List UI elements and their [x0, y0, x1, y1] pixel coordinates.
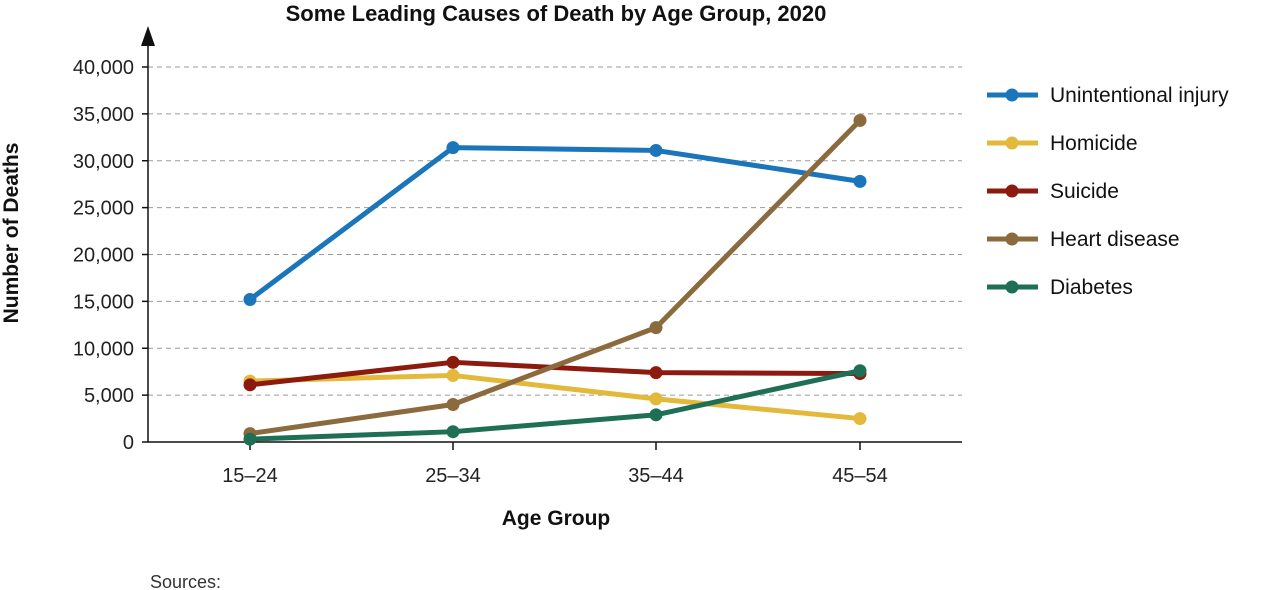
y-tick-label: 35,000	[73, 104, 134, 126]
legend-swatch-marker	[1005, 88, 1019, 102]
legend: Unintentional injury Homicide Suicide Heart…	[987, 84, 1229, 299]
y-tick-label: 25,000	[73, 198, 134, 220]
legend-label: Suicide	[1050, 180, 1119, 203]
y-tick-label: 40,000	[73, 57, 134, 79]
x-tick-label: 25–34	[425, 465, 481, 487]
sources-label: Sources:	[150, 572, 221, 590]
legend-label: Unintentional injury	[1050, 84, 1229, 107]
x-tick-label: 35–44	[628, 465, 684, 487]
y-axis-title: Number of Deaths	[0, 143, 23, 324]
data-point-diabetes	[649, 408, 663, 422]
series-line-homicide	[247, 372, 863, 422]
data-point-heart-disease	[649, 321, 663, 335]
x-axis-ticks: 15–24 25–34 35–44 45–54	[222, 442, 888, 487]
legend-label: Homicide	[1050, 132, 1138, 155]
chart-title: Some Leading Causes of Death by Age Grou…	[286, 1, 827, 26]
y-tick-label: 5,000	[84, 385, 134, 407]
data-point-suicide	[649, 366, 663, 380]
data-point-homicide	[446, 368, 460, 382]
series-unintentional-injury	[243, 141, 867, 306]
data-point-unintentional-injury	[649, 143, 663, 157]
series-line-heart-disease	[247, 117, 863, 437]
legend-item-homicide: Homicide	[987, 132, 1138, 155]
x-tick-label: 45–54	[832, 465, 888, 487]
y-tick-label: 10,000	[73, 338, 134, 360]
series-homicide	[243, 368, 867, 426]
y-tick-label: 20,000	[73, 245, 134, 267]
data-point-diabetes	[446, 425, 460, 439]
data-point-unintentional-injury	[853, 174, 867, 188]
y-tick-label: 0	[123, 432, 134, 454]
y-tick-label: 30,000	[73, 151, 134, 173]
legend-swatch-marker	[1005, 136, 1019, 150]
series-line-unintentional-injury	[247, 145, 863, 302]
y-tick-label: 15,000	[73, 291, 134, 313]
data-point-homicide	[649, 392, 663, 406]
x-axis-title: Age Group	[502, 507, 611, 530]
data-point-unintentional-injury	[243, 293, 257, 306]
legend-item-suicide: Suicide	[987, 180, 1119, 203]
data-point-diabetes	[853, 364, 867, 378]
legend-item-diabetes: Diabetes	[987, 276, 1133, 299]
data-point-heart-disease	[446, 398, 460, 411]
legend-label: Heart disease	[1050, 228, 1180, 251]
legend-swatch-marker	[1005, 280, 1019, 294]
legend-item-heart-disease: Heart disease	[987, 228, 1180, 251]
data-point-heart-disease	[853, 113, 867, 127]
y-axis-arrow-icon	[141, 26, 155, 46]
data-point-homicide	[853, 412, 867, 426]
series-diabetes	[243, 364, 867, 446]
y-axis-ticks: 0 5,000 10,000 15,000 20,000 25,000 30,000 35,0…	[73, 57, 148, 454]
gridlines	[148, 66, 962, 396]
legend-swatch-marker	[1005, 232, 1019, 246]
data-point-suicide	[446, 355, 460, 369]
data-point-unintentional-injury	[446, 141, 460, 155]
legend-label: Diabetes	[1050, 276, 1133, 299]
series-line-diabetes	[247, 368, 863, 442]
data-point-suicide	[243, 378, 257, 392]
legend-item-unintentional-injury: Unintentional injury	[987, 84, 1229, 107]
legend-swatch-marker	[1005, 184, 1019, 198]
data-point-diabetes	[243, 432, 257, 446]
series-group	[243, 113, 867, 446]
x-tick-label: 15–24	[222, 465, 278, 487]
